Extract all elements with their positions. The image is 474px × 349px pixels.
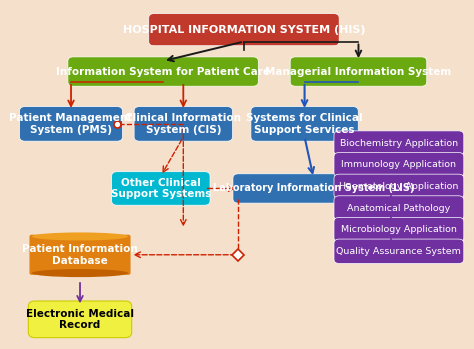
- Text: Information System for Patient Care: Information System for Patient Care: [56, 67, 270, 76]
- Text: Haematology Application: Haematology Application: [339, 182, 458, 191]
- FancyBboxPatch shape: [233, 174, 394, 203]
- FancyBboxPatch shape: [251, 107, 358, 141]
- Text: Clinical Information
System (CIS): Clinical Information System (CIS): [125, 113, 241, 135]
- Text: Electronic Medical
Record: Electronic Medical Record: [26, 309, 134, 330]
- FancyBboxPatch shape: [29, 235, 130, 275]
- Text: Anatomical Pathology: Anatomical Pathology: [347, 203, 450, 213]
- Ellipse shape: [32, 269, 128, 277]
- FancyBboxPatch shape: [28, 301, 132, 338]
- FancyBboxPatch shape: [134, 107, 232, 141]
- Text: Microbiology Application: Microbiology Application: [341, 225, 457, 234]
- FancyBboxPatch shape: [334, 174, 464, 199]
- FancyBboxPatch shape: [334, 153, 464, 177]
- Text: Managerial Information System: Managerial Information System: [265, 67, 452, 76]
- Ellipse shape: [32, 232, 128, 240]
- FancyBboxPatch shape: [334, 217, 464, 242]
- FancyBboxPatch shape: [19, 107, 122, 141]
- FancyBboxPatch shape: [112, 172, 210, 205]
- FancyBboxPatch shape: [334, 131, 464, 155]
- Text: Immunology Application: Immunology Application: [341, 160, 456, 169]
- Text: Patient Management
System (PMS): Patient Management System (PMS): [9, 113, 133, 135]
- Text: Other Clinical
Support Systems: Other Clinical Support Systems: [110, 178, 211, 199]
- FancyBboxPatch shape: [334, 196, 464, 220]
- Text: Biochemistry Application: Biochemistry Application: [340, 139, 458, 148]
- FancyBboxPatch shape: [149, 14, 339, 46]
- FancyBboxPatch shape: [290, 57, 427, 86]
- Text: Patient Information
Database: Patient Information Database: [22, 244, 138, 266]
- FancyBboxPatch shape: [68, 57, 258, 86]
- FancyBboxPatch shape: [334, 239, 464, 263]
- Text: HOSPITAL INFORMATION SYSTEM (HIS): HOSPITAL INFORMATION SYSTEM (HIS): [123, 25, 365, 35]
- Text: Laboratory Information System (LIS): Laboratory Information System (LIS): [213, 184, 414, 193]
- Text: Systems for Clinical
Support Services: Systems for Clinical Support Services: [246, 113, 363, 135]
- Text: Quality Assurance System: Quality Assurance System: [337, 247, 461, 256]
